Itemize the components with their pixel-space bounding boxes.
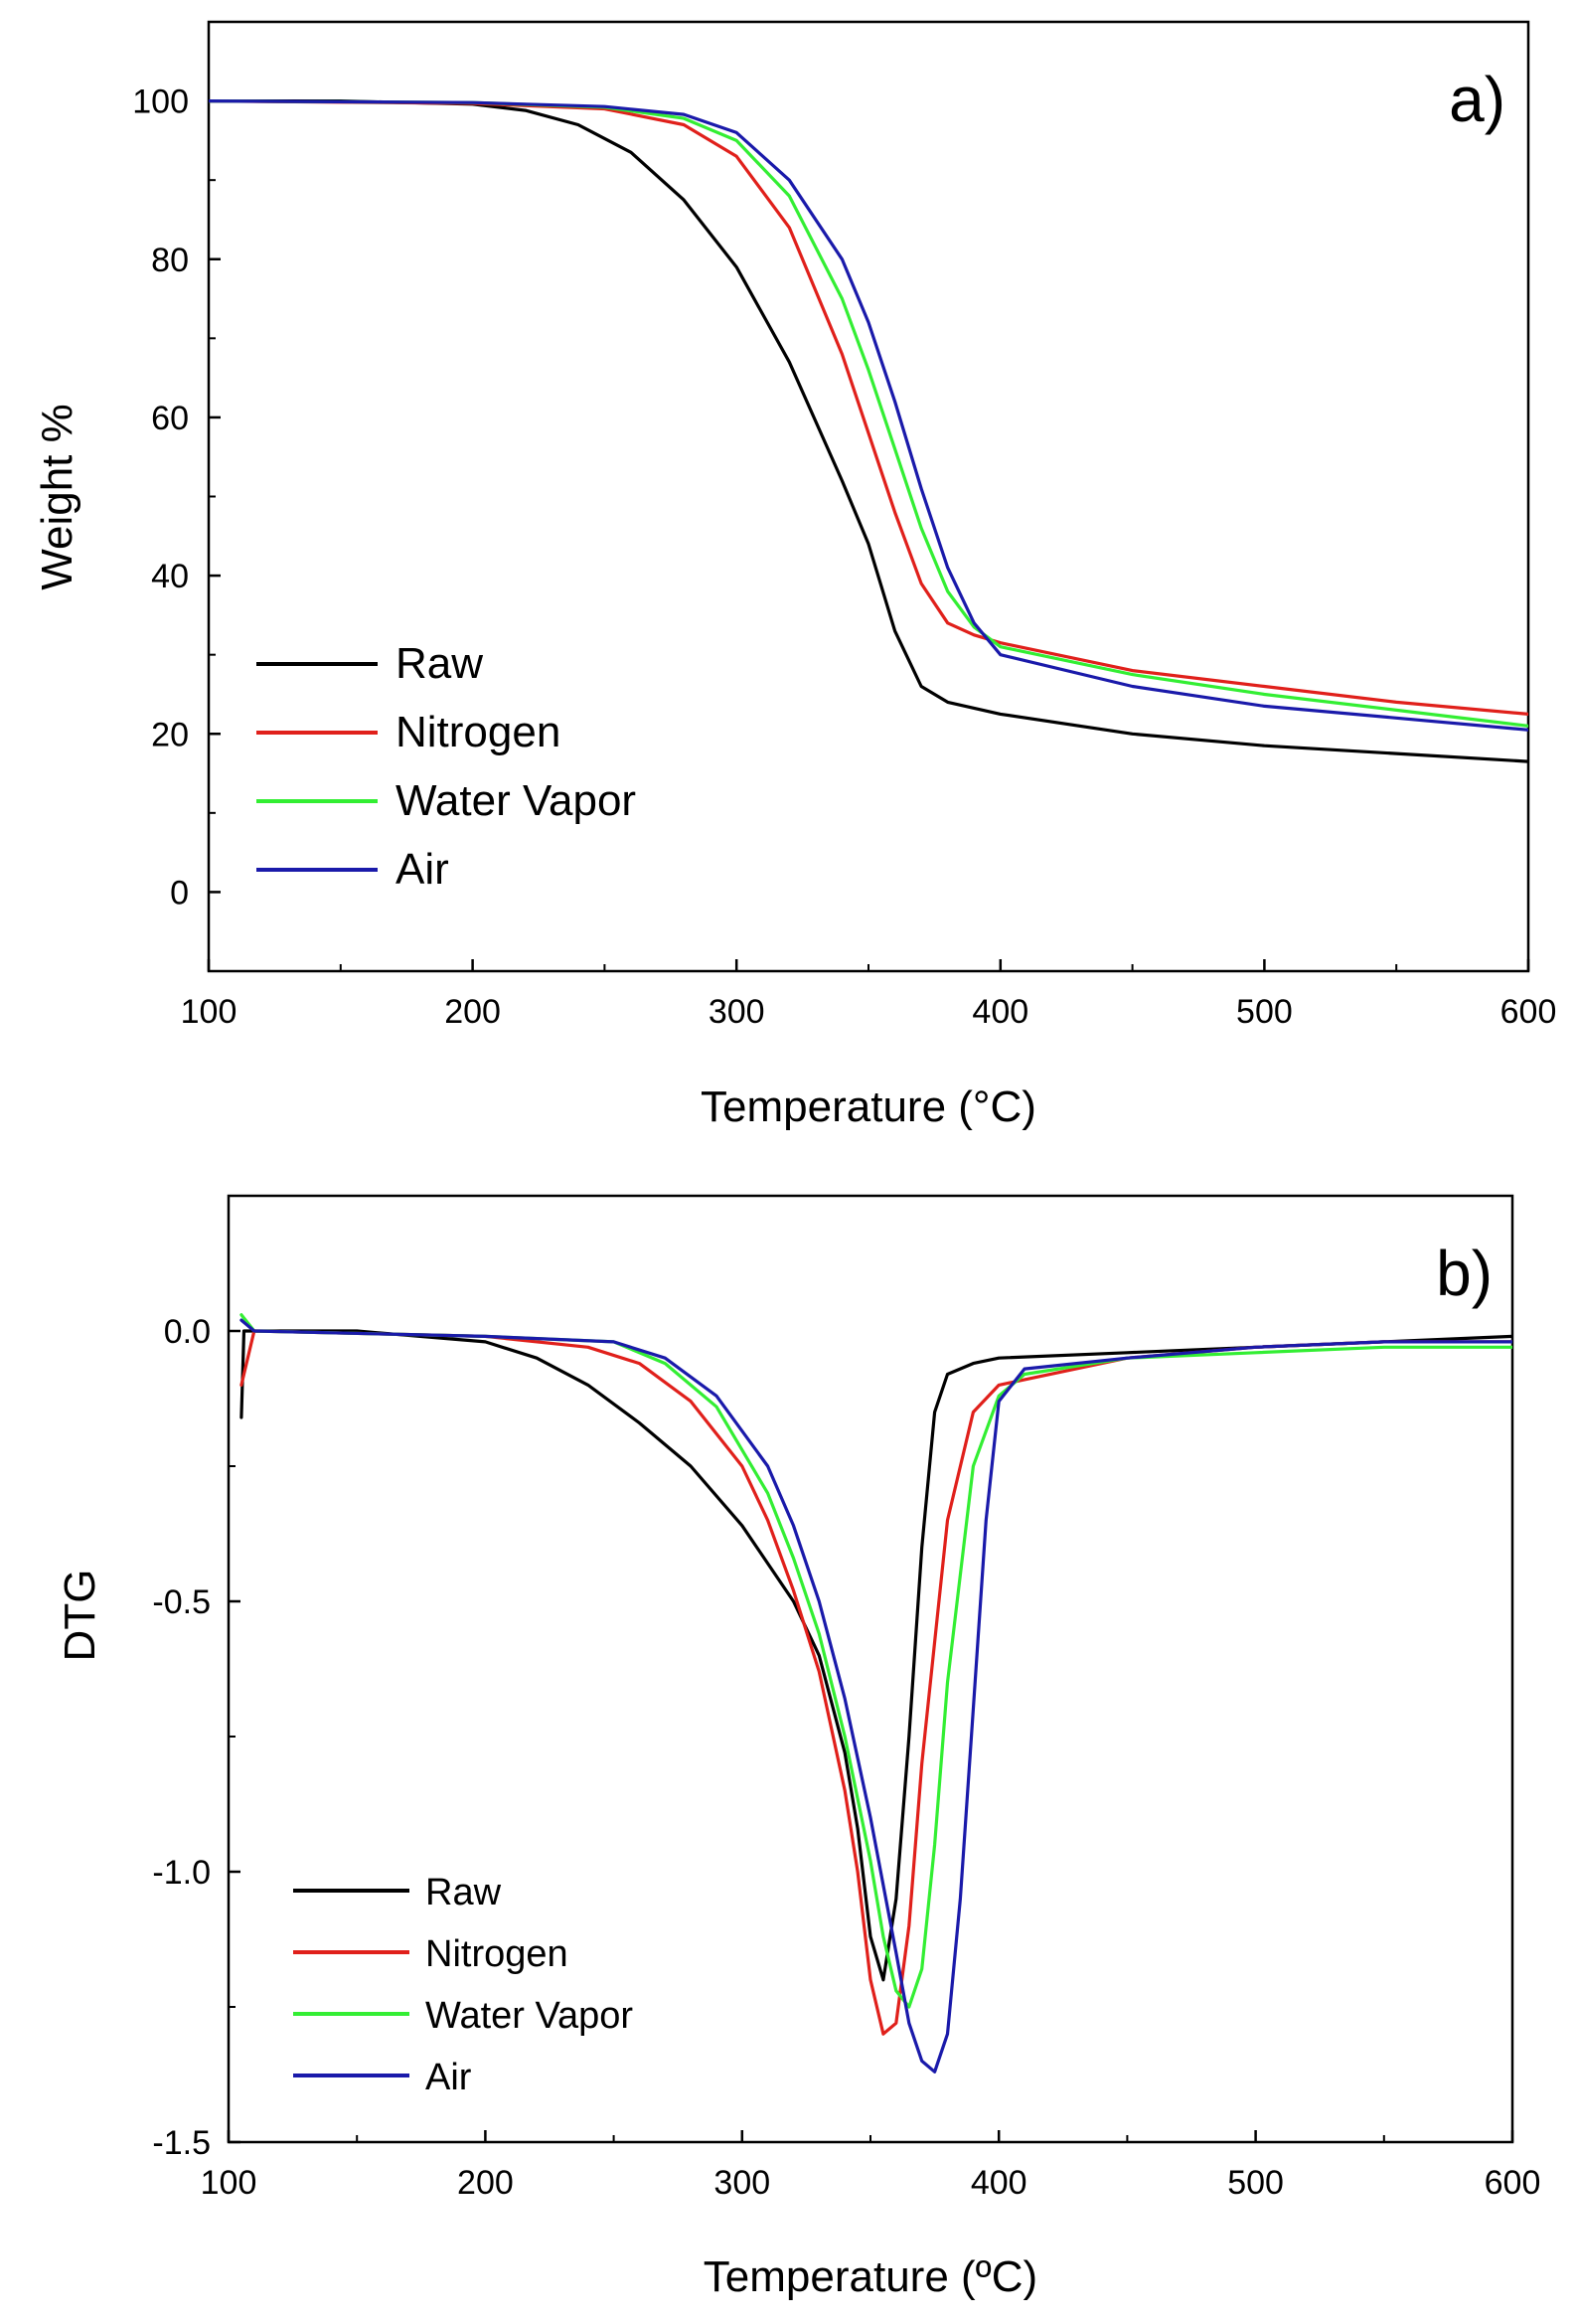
panel-a-x-tick-label: 400 [972, 993, 1028, 1031]
panel-a-x-tick-label: 100 [181, 993, 237, 1031]
panel-b-label: b) [1436, 1238, 1493, 1309]
panel-a-y-tick-label: 80 [151, 242, 189, 279]
panel-b-series-nitrogen-line [239, 1329, 1512, 2036]
panel-b-x-tick-label: 300 [713, 2164, 770, 2202]
panel-a-series-water-vapor-line [209, 98, 1528, 728]
panel-b-legend-label-nitrogen: Nitrogen [425, 1933, 568, 1975]
panel-a-series-nitrogen-line [209, 98, 1528, 717]
panel-b-series-air-line [239, 1318, 1512, 2074]
panel-b-y-tick-label: -1.0 [152, 1854, 211, 1892]
panel-b-x-tick-label: 100 [201, 2164, 257, 2202]
panel-b-series-raw-line [239, 1329, 1512, 1982]
panel-a-legend-label-raw: Raw [395, 639, 483, 688]
panel-a-x-axis-title: Temperature (°C) [701, 1082, 1036, 1131]
panel-b-legend-label-water-vapor: Water Vapor [425, 1995, 633, 2037]
panel-a-legend-label-air: Air [395, 845, 449, 894]
panel-b-y-tick-label: -1.5 [152, 2124, 211, 2162]
panel-a-y-tick-label: 60 [151, 400, 189, 437]
panel-a-y-tick-label: 20 [151, 716, 189, 753]
panel-b-ticks: 100 200 300 400 500 600 -1.5 -1.0 -0.5 0.0 [152, 1313, 1540, 2202]
panel-a-y-tick-label: 0 [170, 874, 189, 912]
panel-a-y-axis-title: Weight % [33, 404, 81, 590]
panel-b-legend-label-air: Air [425, 2057, 472, 2098]
panel-a-label: a) [1449, 64, 1505, 135]
panel-b-x-tick-label: 400 [971, 2164, 1027, 2202]
panel-b-y-tick-label: 0.0 [164, 1313, 211, 1351]
panel-b-chart: 100 200 300 400 500 600 -1.5 -1.0 -0.5 0.0 b) Tem… [56, 1194, 1540, 2301]
panel-a-legend-label-nitrogen: Nitrogen [395, 708, 560, 756]
panel-a-chart: 100 200 300 400 500 600 0 20 40 60 80 100 a) Temper… [33, 20, 1556, 1131]
panel-b-y-tick-label: -0.5 [152, 1583, 211, 1621]
panel-b-y-axis-title: DTG [56, 1570, 104, 1662]
panel-a-legend: Raw Nitrogen Water Vapor Air [256, 639, 636, 894]
panel-b-legend: Raw Nitrogen Water Vapor Air [293, 1872, 633, 2098]
panel-a-legend-label-water-vapor: Water Vapor [395, 776, 636, 825]
panel-b-x-tick-label: 500 [1227, 2164, 1284, 2202]
panel-a-series-lines [209, 98, 1528, 763]
panel-a-y-tick-label: 100 [132, 83, 189, 121]
panel-a-x-tick-label: 200 [444, 993, 501, 1031]
panel-b-x-axis-title: Temperature (ºC) [704, 2252, 1037, 2301]
panel-a-ticks: 100 200 300 400 500 600 0 20 40 60 80 100 [132, 83, 1556, 1031]
panel-b-legend-label-raw: Raw [425, 1872, 502, 1913]
panel-a-x-tick-label: 600 [1500, 993, 1557, 1031]
panel-a-plot-frame [207, 20, 1530, 973]
panel-a-x-tick-label: 500 [1236, 993, 1293, 1031]
panel-b-series-lines [239, 1313, 1512, 2074]
panel-a-series-raw-line [209, 98, 1528, 763]
panel-b-x-tick-label: 600 [1485, 2164, 1541, 2202]
panel-a-series-air-line [209, 98, 1528, 732]
panel-b-series-water-vapor-line [239, 1313, 1512, 2009]
panel-a-x-tick-label: 300 [709, 993, 765, 1031]
panel-b-x-tick-label: 200 [457, 2164, 514, 2202]
panel-a-y-tick-label: 40 [151, 558, 189, 595]
